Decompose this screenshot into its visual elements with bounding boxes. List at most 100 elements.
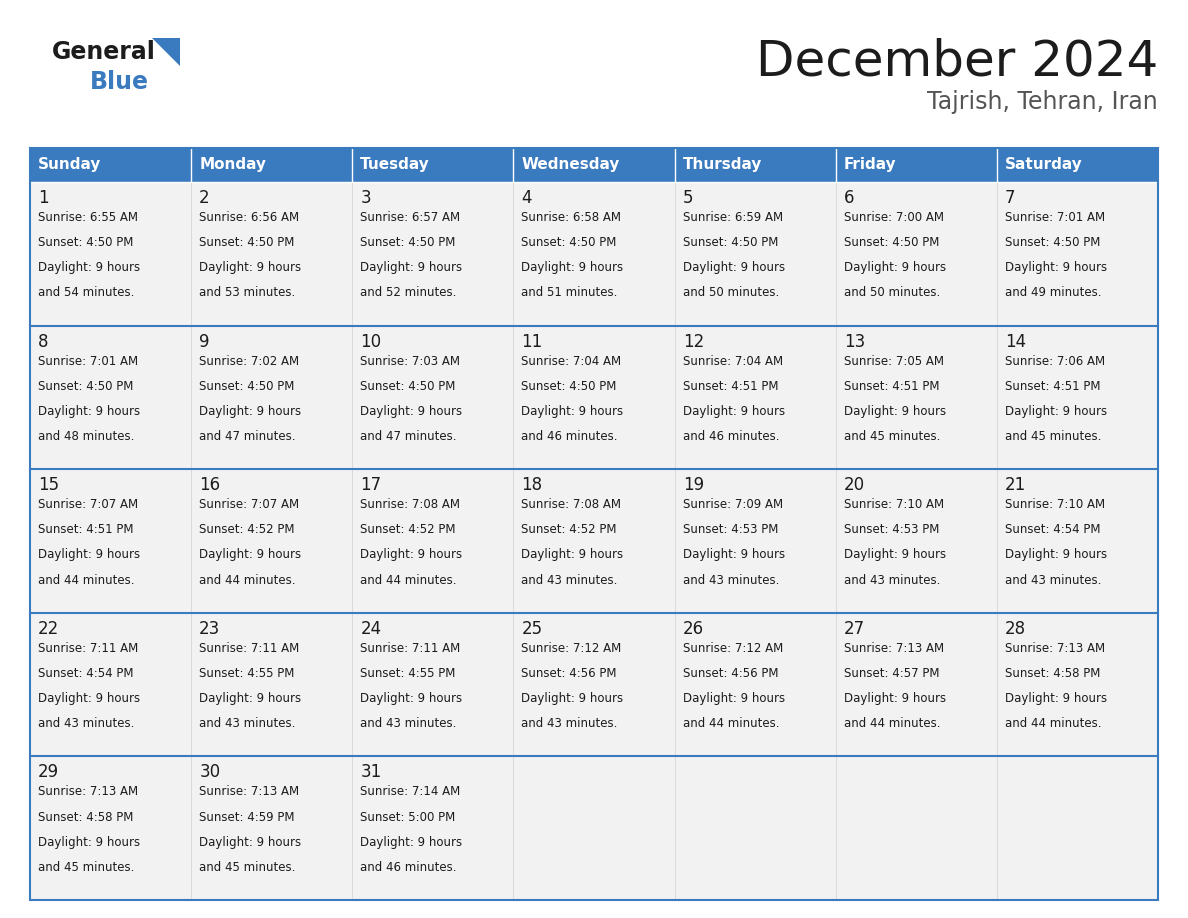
Text: 5: 5 [683,189,693,207]
Text: Friday: Friday [843,158,897,173]
Text: and 50 minutes.: and 50 minutes. [843,286,940,299]
Text: Sunrise: 7:11 AM: Sunrise: 7:11 AM [200,642,299,655]
Text: and 44 minutes.: and 44 minutes. [1005,717,1101,730]
Text: Sunset: 4:57 PM: Sunset: 4:57 PM [843,667,940,680]
Text: and 45 minutes.: and 45 minutes. [38,861,134,874]
Text: and 44 minutes.: and 44 minutes. [683,717,779,730]
Text: Sunset: 4:52 PM: Sunset: 4:52 PM [200,523,295,536]
Text: December 2024: December 2024 [756,38,1158,86]
Text: 31: 31 [360,764,381,781]
Bar [675,148,835,182]
Text: and 44 minutes.: and 44 minutes. [200,574,296,587]
Bar [675,756,835,900]
Text: Saturday: Saturday [1005,158,1082,173]
Text: and 43 minutes.: and 43 minutes. [360,717,456,730]
Text: Sunset: 4:50 PM: Sunset: 4:50 PM [200,236,295,249]
Text: Sunset: 4:52 PM: Sunset: 4:52 PM [522,523,617,536]
Text: 14: 14 [1005,332,1026,351]
Text: Daylight: 9 hours: Daylight: 9 hours [522,405,624,418]
Text: Sunrise: 7:08 AM: Sunrise: 7:08 AM [360,498,460,511]
Bar [191,613,353,756]
Text: and 51 minutes.: and 51 minutes. [522,286,618,299]
Text: Sunset: 4:54 PM: Sunset: 4:54 PM [38,667,133,680]
Text: and 45 minutes.: and 45 minutes. [843,430,940,443]
Text: Sunrise: 7:11 AM: Sunrise: 7:11 AM [38,642,138,655]
Text: Daylight: 9 hours: Daylight: 9 hours [1005,262,1107,274]
Bar [30,326,191,469]
Text: Sunday: Sunday [38,158,101,173]
Bar [353,469,513,613]
Text: Daylight: 9 hours: Daylight: 9 hours [843,692,946,705]
Text: and 49 minutes.: and 49 minutes. [1005,286,1101,299]
Bar [513,756,675,900]
Text: Daylight: 9 hours: Daylight: 9 hours [360,692,462,705]
Text: and 46 minutes.: and 46 minutes. [683,430,779,443]
Text: Sunrise: 7:13 AM: Sunrise: 7:13 AM [38,786,138,799]
Text: 17: 17 [360,476,381,494]
Bar [30,148,1158,900]
Text: Sunrise: 7:10 AM: Sunrise: 7:10 AM [1005,498,1105,511]
Text: 24: 24 [360,620,381,638]
Text: Sunset: 4:56 PM: Sunset: 4:56 PM [683,667,778,680]
Text: Daylight: 9 hours: Daylight: 9 hours [843,405,946,418]
Text: Daylight: 9 hours: Daylight: 9 hours [843,548,946,562]
Text: Sunrise: 6:59 AM: Sunrise: 6:59 AM [683,211,783,224]
Text: and 52 minutes.: and 52 minutes. [360,286,456,299]
Text: Sunrise: 7:07 AM: Sunrise: 7:07 AM [38,498,138,511]
Text: 22: 22 [38,620,59,638]
Bar [997,613,1158,756]
Text: Sunset: 4:53 PM: Sunset: 4:53 PM [843,523,940,536]
Text: Sunset: 4:50 PM: Sunset: 4:50 PM [360,380,456,393]
Bar [513,613,675,756]
Text: 26: 26 [683,620,703,638]
Text: Daylight: 9 hours: Daylight: 9 hours [360,405,462,418]
Text: 9: 9 [200,332,210,351]
Bar [353,756,513,900]
Text: Daylight: 9 hours: Daylight: 9 hours [200,835,302,848]
Text: Daylight: 9 hours: Daylight: 9 hours [522,548,624,562]
Text: Sunrise: 7:10 AM: Sunrise: 7:10 AM [843,498,944,511]
Text: 7: 7 [1005,189,1016,207]
Text: and 54 minutes.: and 54 minutes. [38,286,134,299]
Text: Sunset: 4:50 PM: Sunset: 4:50 PM [843,236,940,249]
Bar [513,326,675,469]
Text: and 45 minutes.: and 45 minutes. [200,861,296,874]
Text: Blue: Blue [90,70,148,94]
Text: Daylight: 9 hours: Daylight: 9 hours [38,262,140,274]
Text: and 44 minutes.: and 44 minutes. [38,574,134,587]
Text: and 46 minutes.: and 46 minutes. [360,861,457,874]
Text: Sunrise: 7:01 AM: Sunrise: 7:01 AM [38,354,138,367]
Text: Sunset: 4:50 PM: Sunset: 4:50 PM [522,380,617,393]
Text: 8: 8 [38,332,49,351]
Text: Daylight: 9 hours: Daylight: 9 hours [522,692,624,705]
Text: 15: 15 [38,476,59,494]
Text: 3: 3 [360,189,371,207]
Bar [353,326,513,469]
Text: Sunset: 4:51 PM: Sunset: 4:51 PM [1005,380,1100,393]
Bar [675,326,835,469]
Text: General: General [52,40,156,64]
Text: Daylight: 9 hours: Daylight: 9 hours [38,405,140,418]
Text: and 53 minutes.: and 53 minutes. [200,286,296,299]
Text: 25: 25 [522,620,543,638]
Bar [30,613,191,756]
Text: and 43 minutes.: and 43 minutes. [38,717,134,730]
Text: Daylight: 9 hours: Daylight: 9 hours [200,548,302,562]
Text: Sunset: 4:50 PM: Sunset: 4:50 PM [38,380,133,393]
Text: Sunset: 5:00 PM: Sunset: 5:00 PM [360,811,455,823]
Text: 12: 12 [683,332,703,351]
Text: Sunset: 4:50 PM: Sunset: 4:50 PM [200,380,295,393]
Text: 6: 6 [843,189,854,207]
Bar [997,469,1158,613]
Text: Sunrise: 7:02 AM: Sunrise: 7:02 AM [200,354,299,367]
Text: and 43 minutes.: and 43 minutes. [200,717,296,730]
Text: Sunset: 4:54 PM: Sunset: 4:54 PM [1005,523,1100,536]
Text: Daylight: 9 hours: Daylight: 9 hours [1005,405,1107,418]
Text: Daylight: 9 hours: Daylight: 9 hours [1005,548,1107,562]
Text: Sunset: 4:52 PM: Sunset: 4:52 PM [360,523,456,536]
Text: Tajrish, Tehran, Iran: Tajrish, Tehran, Iran [928,90,1158,114]
Bar [513,469,675,613]
Text: Sunrise: 7:05 AM: Sunrise: 7:05 AM [843,354,943,367]
Text: and 48 minutes.: and 48 minutes. [38,430,134,443]
Bar [997,182,1158,326]
